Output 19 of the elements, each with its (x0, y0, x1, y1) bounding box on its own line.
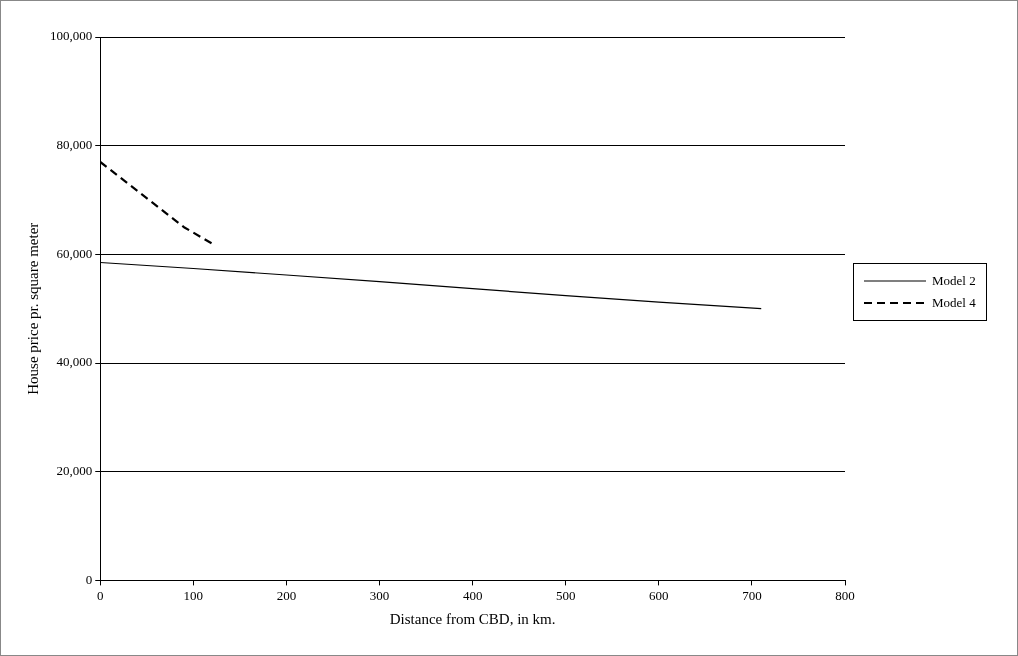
x-tick-label: 800 (835, 587, 855, 603)
x-tick-label: 600 (649, 587, 669, 603)
x-tick-label: 100 (183, 587, 204, 603)
y-tick-label: 20,000 (56, 463, 93, 479)
y-tick-label: 60,000 (56, 245, 93, 261)
y-tick-label: 100,000 (50, 28, 93, 44)
y-axis-title: House price pr. square meter (24, 222, 41, 395)
legend-label: Model 4 (932, 295, 976, 311)
x-tick-label: 0 (97, 587, 104, 603)
legend-label: Model 2 (932, 273, 976, 289)
x-tick-label: 400 (462, 587, 483, 603)
y-tick-label: 0 (85, 571, 93, 587)
x-axis-title: Distance from CBD, in km. (389, 610, 556, 627)
x-tick-label: 300 (369, 587, 390, 603)
x-tick-label: 500 (555, 587, 576, 603)
x-tick-label: 700 (742, 587, 762, 603)
y-tick-label: 80,000 (56, 137, 93, 153)
x-tick-label: 200 (276, 587, 297, 603)
y-tick-label: 40,000 (56, 354, 93, 370)
